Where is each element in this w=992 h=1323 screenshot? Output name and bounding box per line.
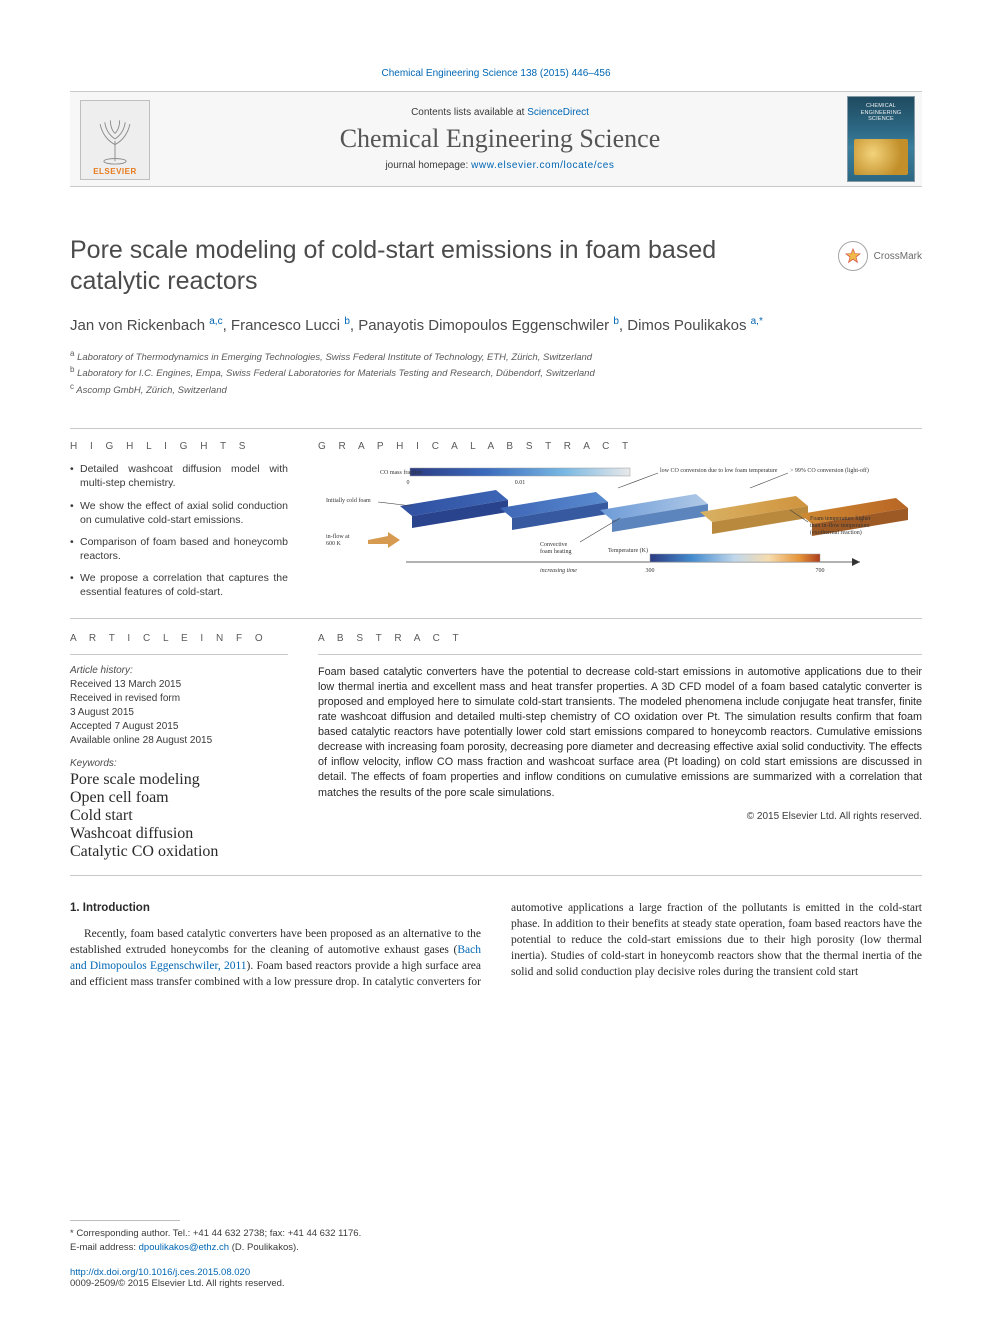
graphical-abstract-block: G R A P H I C A L A B S T R A C T (318, 441, 922, 607)
divider (70, 875, 922, 876)
affiliation-a: a Laboratory of Thermodynamics in Emergi… (70, 348, 922, 365)
graphical-abstract-svg: CO mass fraction 0 0.01 low CO conversio… (318, 462, 922, 580)
svg-text:> 99% CO conversion (light-off: > 99% CO conversion (light-off) (790, 467, 869, 474)
divider (70, 618, 922, 619)
crossmark-label: CrossMark (874, 251, 922, 262)
masthead-left: ELSEVIER (70, 92, 160, 186)
highlights-block: H I G H L I G H T S Detailed washcoat di… (70, 441, 288, 607)
journal-cover-thumb: CHEMICAL ENGINEERING SCIENCE (847, 96, 915, 182)
affiliation-text: Laboratory of Thermodynamics in Emerging… (77, 352, 592, 363)
svg-text:0.01: 0.01 (515, 480, 526, 486)
issn-line: 0009-2509/© 2015 Elsevier Ltd. All right… (70, 1278, 922, 1289)
affiliation-c: c Ascomp GmbH, Zürich, Switzerland (70, 381, 922, 398)
highlight-item: Detailed washcoat diffusion model with m… (70, 462, 288, 490)
intro-heading: 1. Introduction (70, 900, 481, 916)
elsevier-wordmark: ELSEVIER (93, 165, 137, 179)
highlight-item: We show the effect of axial solid conduc… (70, 499, 288, 527)
highlights-ga-row: H I G H L I G H T S Detailed washcoat di… (70, 441, 922, 607)
keywords-list: Pore scale modeling Open cell foam Cold … (70, 771, 288, 861)
info-abstract-row: A R T I C L E I N F O Article history: R… (70, 633, 922, 861)
sciencedirect-link[interactable]: ScienceDirect (527, 107, 589, 118)
affiliations: a Laboratory of Thermodynamics in Emergi… (70, 348, 922, 399)
doi-link[interactable]: http://dx.doi.org/10.1016/j.ces.2015.08.… (70, 1267, 922, 1278)
masthead-right: CHEMICAL ENGINEERING SCIENCE (840, 92, 922, 186)
homepage-line: journal homepage: www.elsevier.com/locat… (160, 160, 840, 171)
doi-anchor[interactable]: http://dx.doi.org/10.1016/j.ces.2015.08.… (70, 1267, 250, 1278)
article-title: Pore scale modeling of cold-start emissi… (70, 235, 800, 298)
elsevier-logo: ELSEVIER (80, 100, 150, 180)
author-list: Jan von Rickenbach a,c, Francesco Lucci … (70, 316, 922, 334)
corr-email-line: E-mail address: dpoulikakos@ethz.ch (D. … (70, 1241, 922, 1255)
svg-text:0: 0 (407, 480, 410, 486)
masthead: ELSEVIER Contents lists available at Sci… (70, 91, 922, 187)
abstract-block: A B S T R A C T Foam based catalytic con… (318, 633, 922, 861)
crossmark-badge[interactable]: CrossMark (838, 241, 922, 271)
journal-name: Chemical Engineering Science (160, 124, 840, 154)
svg-text:700: 700 (816, 568, 825, 574)
svg-text:Initially cold foam: Initially cold foam (326, 497, 371, 504)
journal-citation: Chemical Engineering Science 138 (2015) … (70, 68, 922, 79)
masthead-center: Contents lists available at ScienceDirec… (160, 92, 840, 186)
contents-prefix: Contents lists available at (411, 107, 527, 118)
page-root: Chemical Engineering Science 138 (2015) … (0, 0, 992, 1030)
keyword: Catalytic CO oxidation (70, 843, 288, 861)
cover-art (854, 139, 908, 175)
affiliation-b: b Laboratory for I.C. Engines, Empa, Swi… (70, 364, 922, 381)
highlight-item: We propose a correlation that captures t… (70, 571, 288, 599)
email-link[interactable]: dpoulikakos@ethz.ch (139, 1242, 229, 1253)
svg-text:Foam temperature higher: Foam temperature higher than in-flow tem… (810, 516, 872, 536)
homepage-link[interactable]: www.elsevier.com/locate/ces (471, 160, 614, 171)
contents-available-line: Contents lists available at ScienceDirec… (160, 107, 840, 118)
page-footer: * Corresponding author. Tel.: +41 44 632… (70, 1220, 922, 1289)
corresponding-author: * Corresponding author. Tel.: +41 44 632… (70, 1227, 922, 1255)
article-info-block: A R T I C L E I N F O Article history: R… (70, 633, 288, 861)
keyword: Cold start (70, 807, 288, 825)
svg-text:Temperature (K): Temperature (K) (608, 547, 648, 554)
keywords-head: Keywords: (70, 758, 288, 769)
history-line: Available online 28 August 2015 (70, 734, 288, 748)
homepage-prefix: journal homepage: (385, 160, 471, 171)
graphical-abstract-figure: CO mass fraction 0 0.01 low CO conversio… (318, 462, 922, 580)
footnote-rule (70, 1220, 180, 1221)
highlights-heading: H I G H L I G H T S (70, 441, 288, 452)
divider (70, 428, 922, 429)
divider (318, 654, 922, 655)
history-lines: Received 13 March 2015 Received in revis… (70, 678, 288, 748)
svg-text:increasing time: increasing time (540, 568, 577, 574)
affiliation-text: Laboratory for I.C. Engines, Empa, Swiss… (77, 369, 595, 380)
abstract-text: Foam based catalytic converters have the… (318, 665, 922, 801)
corr-line: * Corresponding author. Tel.: +41 44 632… (70, 1227, 922, 1241)
article-info-heading: A R T I C L E I N F O (70, 633, 288, 644)
history-line: Received 13 March 2015 (70, 678, 288, 692)
crossmark-icon (838, 241, 868, 271)
abstract-heading: A B S T R A C T (318, 633, 922, 644)
email-label: E-mail address: (70, 1242, 139, 1253)
elsevier-tree-icon (86, 113, 144, 165)
svg-text:Convectivefoam heating: Convectivefoam heating (540, 542, 572, 555)
highlights-list: Detailed washcoat diffusion model with m… (70, 462, 288, 599)
keyword: Pore scale modeling (70, 771, 288, 789)
body-columns: 1. Introduction Recently, foam based cat… (70, 900, 922, 990)
copyright-line: © 2015 Elsevier Ltd. All rights reserved… (318, 811, 922, 822)
divider (70, 654, 288, 655)
highlight-item: Comparison of foam based and honeycomb r… (70, 535, 288, 563)
graphical-heading: G R A P H I C A L A B S T R A C T (318, 441, 922, 452)
ga-label: CO mass fraction (380, 469, 422, 476)
keyword: Open cell foam (70, 789, 288, 807)
svg-text:low CO conversion due to low f: low CO conversion due to low foam temper… (660, 467, 778, 474)
email-person: (D. Poulikakos). (229, 1242, 299, 1253)
svg-text:300: 300 (646, 568, 655, 574)
intro-text: Recently, foam based catalytic converter… (70, 928, 481, 956)
keyword: Washcoat diffusion (70, 825, 288, 843)
affiliation-text: Ascomp GmbH, Zürich, Switzerland (76, 386, 226, 397)
title-block: CrossMark Pore scale modeling of cold-st… (70, 235, 922, 298)
svg-text:in-flow at600 K: in-flow at600 K (326, 533, 350, 547)
history-line: Received in revised form (70, 692, 288, 706)
cover-title: CHEMICAL ENGINEERING SCIENCE (848, 103, 914, 123)
history-line: 3 August 2015 (70, 706, 288, 720)
history-head: Article history: (70, 665, 288, 676)
history-line: Accepted 7 August 2015 (70, 720, 288, 734)
